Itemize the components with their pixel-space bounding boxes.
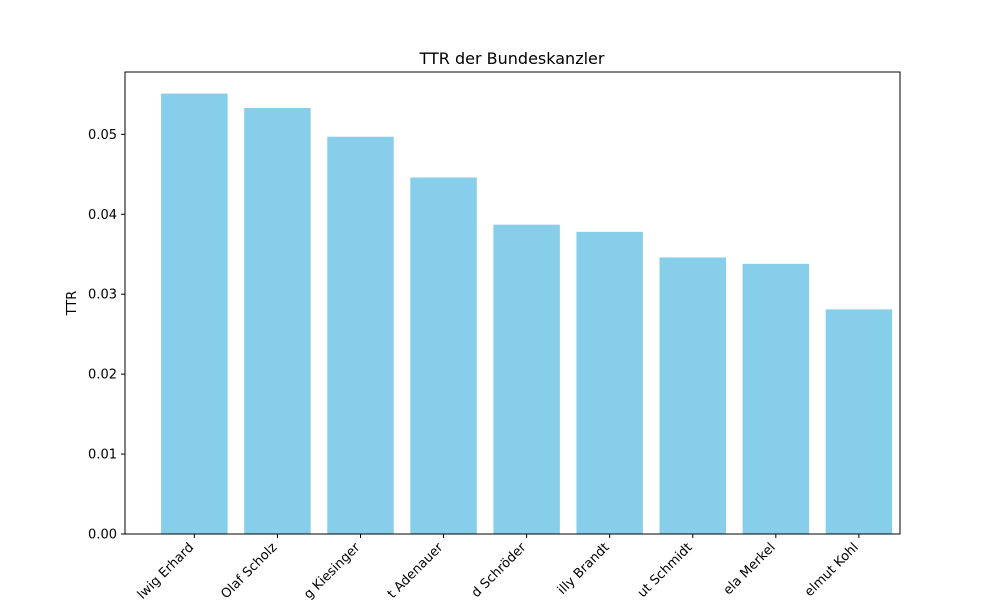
x-tick-label: g Kiesinger — [301, 540, 364, 600]
x-tick-label: elmut Kohl — [802, 540, 862, 600]
x-axis: lwig Erhard Olaf Scholz g Kiesinger t Adena… — [135, 534, 862, 600]
y-tick-label: 0.00 — [88, 528, 117, 543]
x-tick-label: lwig Erhard — [135, 540, 197, 600]
bar-3 — [327, 136, 394, 534]
y-tick-label: 0.02 — [88, 368, 117, 383]
bar-9 — [825, 309, 893, 534]
y-tick-label: 0.04 — [88, 208, 117, 223]
y-tick-label: 0.01 — [88, 448, 117, 463]
x-tick-label: d Schröder — [469, 540, 530, 600]
y-tick-label: 0.05 — [88, 128, 117, 143]
x-tick-label: ut Schmidt — [635, 540, 696, 600]
x-tick-label: ela Merkel — [721, 540, 779, 598]
bars-group — [161, 93, 893, 535]
bar-5 — [493, 224, 560, 534]
bar-8 — [742, 263, 810, 534]
y-axis-label: TTR — [65, 291, 80, 317]
bar-1 — [161, 93, 228, 535]
y-tick-label: 0.03 — [88, 288, 117, 303]
bar-4 — [410, 177, 477, 534]
y-axis: 0.00 0.01 0.02 0.03 0.04 0.05 — [88, 128, 125, 543]
chart-title: TTR der Bundeskanzler — [419, 49, 605, 68]
plot-frame — [124, 71, 901, 535]
bar-2 — [244, 107, 311, 534]
x-tick-label: Olaf Scholz — [218, 540, 280, 600]
bar-6 — [576, 231, 643, 535]
x-tick-label: t Adenauer — [385, 540, 447, 600]
bar-7 — [659, 257, 726, 534]
x-tick-label: illy Brandt — [555, 540, 613, 598]
